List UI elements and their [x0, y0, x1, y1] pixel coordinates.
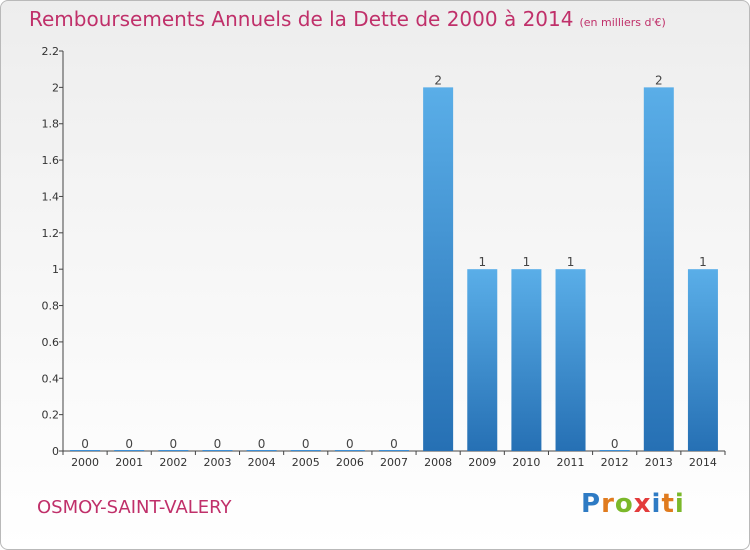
logo-letter: r: [601, 489, 615, 519]
bar-2013: [643, 87, 674, 451]
data-label-2000: 0: [81, 437, 89, 451]
y-tick-label: 0: [52, 445, 59, 458]
x-tick-label: 2014: [689, 456, 717, 469]
x-tick-label: 2000: [71, 456, 99, 469]
data-label-2002: 0: [170, 437, 178, 451]
bar-2007: [379, 450, 409, 451]
y-tick-label: 1.2: [42, 227, 60, 240]
proxiti-logo: Proxiti: [581, 489, 685, 519]
logo-letter: P: [581, 489, 602, 519]
y-tick-label: 0.8: [42, 300, 60, 313]
data-label-2007: 0: [390, 437, 398, 451]
bar-2001: [114, 450, 145, 451]
x-tick-label: 2003: [203, 456, 231, 469]
x-tick-label: 2004: [248, 456, 276, 469]
x-tick-label: 2011: [557, 456, 585, 469]
chart-unit: (en milliers d'€): [579, 16, 666, 29]
data-label-2001: 0: [125, 437, 133, 451]
x-tick-label: 2005: [292, 456, 320, 469]
bar-2010: [511, 269, 542, 451]
bar-2005: [290, 450, 321, 451]
data-label-2004: 0: [258, 437, 266, 451]
logo-letter: i: [651, 489, 662, 519]
y-tick-label: 1.4: [42, 190, 60, 203]
data-label-2010: 1: [523, 255, 531, 269]
data-label-2012: 0: [611, 437, 619, 451]
bar-2012: [599, 450, 630, 451]
y-tick-label: 0.2: [42, 409, 60, 422]
data-label-2005: 0: [302, 437, 310, 451]
x-tick-label: 2009: [468, 456, 496, 469]
bar-2009: [467, 269, 498, 451]
y-tick-label: 1.6: [42, 154, 60, 167]
bar-2008: [423, 87, 454, 451]
logo-letter: x: [633, 489, 652, 519]
data-label-2013: 2: [655, 73, 663, 87]
bar-2014: [687, 269, 718, 451]
y-tick-label: 1: [52, 263, 59, 276]
bar-2000: [70, 450, 101, 451]
x-tick-label: 2007: [380, 456, 408, 469]
data-labels: 0 0 0 0 0 0 0 0 2 1 1 1 0 2 1: [81, 73, 707, 451]
commune-name: OSMOY-SAINT-VALERY: [37, 497, 232, 518]
bar-2011: [555, 269, 586, 451]
x-tick-label: 2001: [115, 456, 143, 469]
x-tick-label: 2010: [512, 456, 540, 469]
y-tick-label: 1.8: [42, 118, 60, 131]
bar-2003: [202, 450, 233, 451]
logo-letter: i: [674, 489, 685, 519]
y-tick-label: 2.2: [42, 45, 60, 58]
y-tick-label: 0.6: [42, 336, 60, 349]
bar-2006: [334, 450, 365, 451]
x-tick-label: 2006: [336, 456, 364, 469]
x-tick-label: 2013: [645, 456, 673, 469]
logo-letter: t: [661, 489, 675, 519]
y-tick-label: 0.4: [42, 372, 60, 385]
data-label-2006: 0: [346, 437, 354, 451]
data-label-2011: 1: [567, 255, 575, 269]
x-tick-label: 2008: [424, 456, 452, 469]
data-label-2003: 0: [214, 437, 222, 451]
y-tick-label: 2: [52, 81, 59, 94]
x-tick-label: 2012: [601, 456, 629, 469]
data-label-2008: 2: [434, 73, 442, 87]
bar-2002: [158, 450, 189, 451]
data-label-2009: 1: [478, 255, 486, 269]
bars: [70, 87, 718, 451]
chart-title: Remboursements Annuels de la Dette de 20…: [29, 7, 666, 31]
chart-title-text: Remboursements Annuels de la Dette de 20…: [29, 7, 574, 31]
bar-2004: [246, 450, 277, 451]
x-tick-label: 2002: [159, 456, 187, 469]
data-label-2014: 1: [699, 255, 707, 269]
logo-letter: o: [614, 489, 634, 519]
